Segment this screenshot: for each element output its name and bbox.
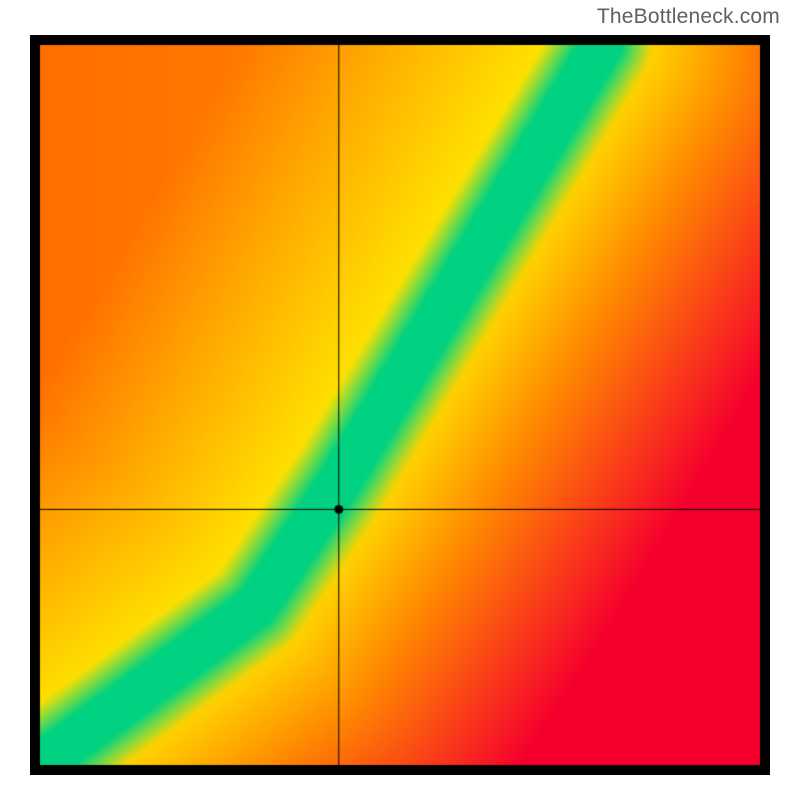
heatmap-canvas	[30, 35, 770, 775]
heatmap-plot	[30, 35, 770, 775]
watermark-text: TheBottleneck.com	[597, 5, 780, 29]
